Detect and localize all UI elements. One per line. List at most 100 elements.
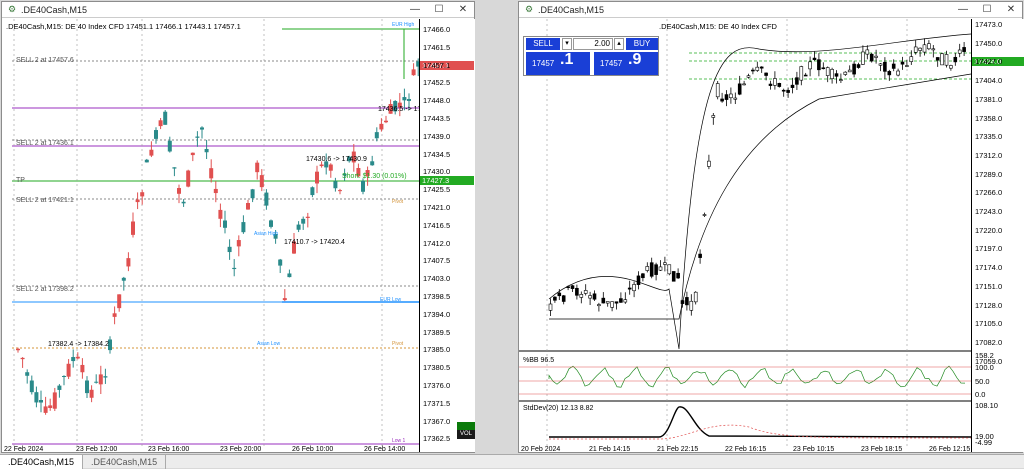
candle-body (167, 140, 172, 152)
tab-chart-2[interactable]: .DE40Cash,M15 (83, 455, 167, 469)
volume-down-button[interactable]: ▾ (562, 38, 572, 50)
left-price-tick: 17452.5 (423, 78, 451, 88)
chart-tabs: .DE40Cash,M15 .DE40Cash,M15 (0, 454, 1024, 469)
candle-body (126, 258, 131, 267)
candle-body (347, 156, 352, 162)
candle-body (296, 224, 301, 230)
candle-body (89, 389, 94, 398)
candle-body (821, 67, 826, 70)
candle-body (707, 160, 711, 167)
right-price-tick: 17082.0 (975, 337, 1003, 347)
candle-body (671, 271, 676, 282)
candle-body (548, 303, 553, 311)
left-price-tick: 17394.0 (423, 309, 451, 319)
left-titlebar[interactable]: ⚙ .DE40Cash,M15 — ☐ ✕ (2, 2, 474, 18)
candle-body (34, 392, 39, 403)
candle-body (658, 266, 663, 271)
candle-body (232, 267, 237, 270)
left-chart-area[interactable]: .DE40Cash,M15: DE 40 Index CFD 17451.1 1… (2, 19, 475, 453)
candle-body (579, 294, 584, 298)
eur-low-label: EUR Low (380, 297, 402, 303)
candle-body (922, 44, 927, 53)
buy-price-main: 17457 (600, 59, 623, 68)
candle-body (729, 93, 733, 99)
candle-body (601, 297, 606, 304)
candle-body (416, 61, 419, 67)
candle-body (282, 298, 287, 301)
candle-body (356, 167, 361, 177)
right-chart-window[interactable]: ⚙ .DE40Cash,M15 — ☐ ✕ .DE40Cash,M15: DE … (518, 1, 1024, 453)
candle-body (66, 363, 71, 377)
right-time-tick: 20 Feb 2024 (521, 446, 561, 453)
candle-body (834, 73, 839, 77)
candle-body (20, 357, 25, 360)
minimize-button[interactable]: — (410, 4, 420, 15)
candle-body (852, 63, 856, 75)
left-price-tick: 17425.5 (423, 185, 451, 195)
indicator-tick: 100.0 (975, 363, 994, 372)
maximize-button[interactable]: ☐ (982, 4, 992, 15)
buy-price-button[interactable]: 17457 .9 (594, 51, 658, 75)
right-time-tick: 22 Feb 16:15 (725, 446, 767, 453)
sell-price-main: 17457 (532, 59, 555, 68)
candle-body (218, 209, 223, 219)
candle-body (103, 376, 108, 378)
candle-body (900, 61, 905, 65)
left-price-tick: 17407.5 (423, 256, 451, 266)
candle-body (361, 180, 365, 192)
candle-body (676, 272, 680, 279)
right-chart-area[interactable]: .DE40Cash,M15: DE 40 Index CFD 17424.0 1… (519, 19, 1024, 453)
tp-label: TP (16, 177, 25, 184)
candle-body (619, 298, 623, 303)
left-chart-window[interactable]: ⚙ .DE40Cash,M15 — ☐ ✕ .DE40Cash,M15: DE … (1, 1, 475, 453)
volume-up-button[interactable]: ▴ (614, 38, 624, 50)
maximize-button[interactable]: ☐ (434, 4, 444, 15)
candle-body (397, 102, 402, 108)
right-current-price: 17424.0 (972, 57, 1024, 66)
left-time-axis: 22 Feb 2024 23 Feb 12:00 23 Feb 16:00 23 Fe… (2, 446, 419, 456)
close-button[interactable]: ✕ (458, 4, 468, 15)
candle-body (80, 364, 85, 373)
candle-body (575, 287, 579, 296)
sell-button[interactable]: SELL (526, 38, 560, 50)
candle-body (553, 296, 557, 301)
candle-body (702, 214, 707, 216)
trade-annotation-2: 17430.6 -> 17430.9 (306, 156, 367, 163)
indicator-tick: 0.0 (975, 390, 986, 399)
pivot-label-2: Pivot (392, 341, 404, 347)
left-time-tick: 23 Feb 20:00 (220, 446, 262, 453)
close-button[interactable]: ✕ (1006, 4, 1016, 15)
candle-body (614, 301, 619, 304)
candle-body (85, 380, 89, 394)
candle-body (338, 190, 342, 192)
right-price-tick: 17105.0 (975, 319, 1003, 329)
sell-price-button[interactable]: 17457 .1 (526, 51, 590, 75)
candle-body (292, 241, 296, 254)
sell-price-fraction: .1 (560, 51, 574, 68)
candle-body (213, 188, 218, 194)
minimize-button[interactable]: — (958, 4, 968, 15)
left-price-tick: 17362.5 (423, 434, 451, 444)
volume-input[interactable]: 2.00 (573, 38, 613, 50)
candle-body (71, 357, 76, 362)
candle-body (949, 65, 953, 69)
candle-body (830, 69, 834, 79)
sell-label-1: SELL 2 at 17457.6 (16, 57, 74, 64)
candle-body (636, 275, 641, 285)
candle-body (259, 175, 264, 188)
candle-body (790, 84, 795, 88)
right-symbol-line: .DE40Cash,M15: DE 40 Index CFD (659, 22, 777, 31)
candle-body (172, 167, 177, 169)
candle-body (861, 51, 865, 65)
candle-body (117, 294, 122, 309)
candle-body (799, 66, 804, 81)
buy-button[interactable]: BUY (626, 38, 658, 50)
right-price-tick: 17404.0 (975, 76, 1003, 86)
right-price-tick: 17174.0 (975, 263, 1003, 273)
tab-chart-1[interactable]: .DE40Cash,M15 (0, 455, 84, 469)
sell-label-2: SELL 2 at 17436.1 (16, 140, 74, 147)
candle-body (839, 79, 843, 81)
candle-body (407, 99, 411, 101)
right-titlebar[interactable]: ⚙ .DE40Cash,M15 — ☐ ✕ (519, 2, 1022, 18)
candle-body (693, 291, 698, 303)
